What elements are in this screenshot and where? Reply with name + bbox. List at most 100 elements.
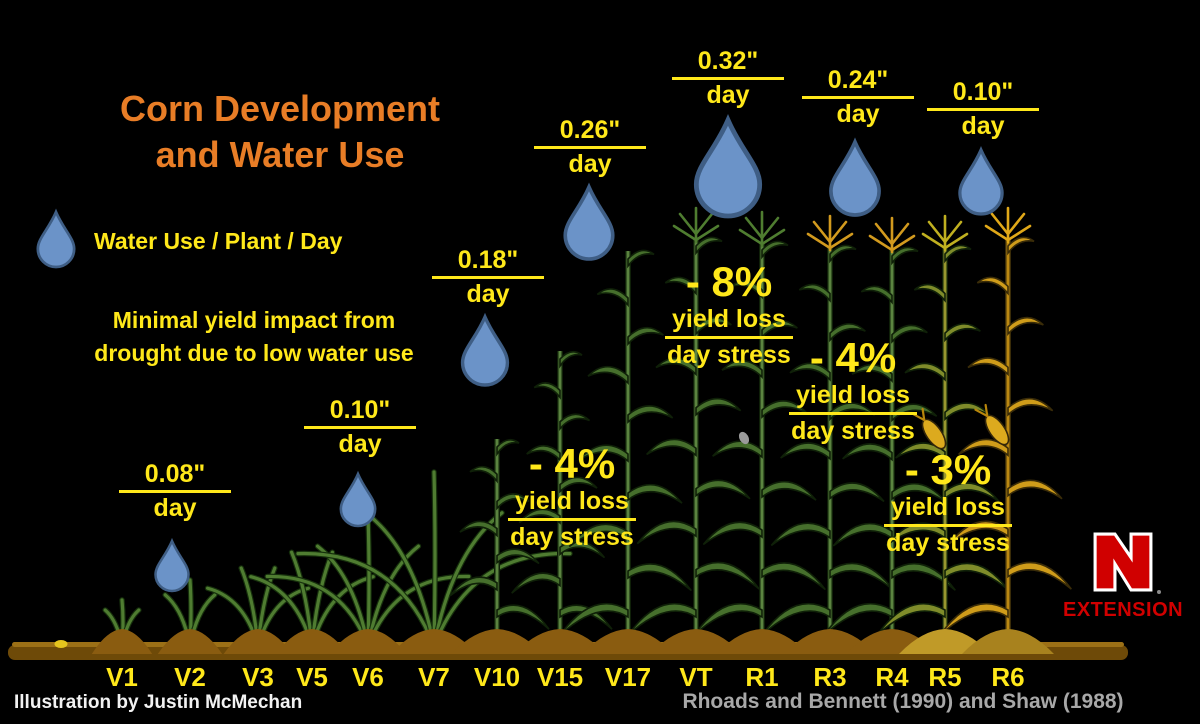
fraction-bar <box>534 146 646 149</box>
stage-label-r4: R4 <box>875 662 909 692</box>
water-rate: 0.26" <box>559 116 621 144</box>
yield-loss-percent: - 3% <box>904 446 992 493</box>
corn-plant <box>876 214 1009 650</box>
stage-label-v6: V6 <box>352 662 384 692</box>
illustration-credit: Illustration by Justin McMechan <box>14 692 303 713</box>
water-use-label-v10: 0.18" day <box>423 245 553 309</box>
water-rate: 0.24" <box>827 66 889 94</box>
nebraska-extension-logo: EXTENSION <box>1063 531 1183 622</box>
water-unit: day <box>836 100 880 128</box>
yield-loss-label-r5: - 3% yield loss day stress <box>863 447 1033 558</box>
water-rate: 0.10" <box>329 396 391 424</box>
registered-mark-dot <box>1157 590 1161 594</box>
corn-plant <box>823 216 956 650</box>
yield-loss-label-r3: - 4% yield loss day stress <box>768 335 938 446</box>
corn-plant <box>295 469 573 649</box>
soil-mound <box>451 629 543 654</box>
fraction-bar <box>432 276 544 279</box>
water-drop-icon <box>958 145 1004 216</box>
stage-label-r6: R6 <box>991 662 1025 692</box>
stage-label-v15: V15 <box>536 662 584 692</box>
soil-mound <box>716 629 808 654</box>
fraction-bar <box>884 524 1012 527</box>
stage-label-v2: V2 <box>174 662 206 692</box>
water-rate: 0.32" <box>697 47 759 75</box>
soil-mound <box>899 629 991 654</box>
water-drop-icon <box>154 537 190 593</box>
yield-loss-denominator: day stress <box>667 341 791 369</box>
silk-speck <box>738 431 750 445</box>
corn-ear <box>911 407 947 450</box>
soil-mound <box>650 629 742 654</box>
yield-loss-numerator: yield loss <box>796 381 910 409</box>
soil-mound <box>514 629 606 654</box>
seed <box>54 640 68 648</box>
note-line-1: Minimal yield impact from <box>112 307 396 333</box>
extension-wordmark: EXTENSION <box>1063 599 1184 621</box>
stage-label-r1: R1 <box>745 662 779 692</box>
water-use-label-v2: 0.08" day <box>110 459 240 523</box>
note-text: Minimal yield impact from drought due to… <box>72 304 436 370</box>
yield-loss-label-v10: - 4% yield loss day stress <box>487 441 657 552</box>
stage-label-v5: V5 <box>296 662 328 692</box>
water-drop-icon <box>693 113 763 219</box>
yield-loss-percent: - 8% <box>685 258 773 305</box>
source-citation: Rhoads and Bennett (1990) and Shaw (1988… <box>682 690 1124 713</box>
yield-loss-denominator: day stress <box>791 417 915 445</box>
soil-mound <box>391 629 477 654</box>
stage-label-vt: VT <box>679 662 713 692</box>
yield-loss-numerator: yield loss <box>891 493 1005 521</box>
stage-label-r5: R5 <box>928 662 962 692</box>
nebraska-n-icon <box>1093 532 1153 592</box>
soil-mound <box>329 629 407 654</box>
yield-loss-numerator: yield loss <box>515 487 629 515</box>
water-use-label-v6: 0.10" day <box>295 395 425 459</box>
water-use-label-v15: 0.26" day <box>525 115 655 179</box>
yield-loss-numerator: yield loss <box>672 305 786 333</box>
corn-ear <box>974 403 1010 446</box>
water-drop-icon <box>563 182 615 261</box>
water-rate: 0.10" <box>952 78 1014 106</box>
water-unit: day <box>466 280 510 308</box>
page-title: Corn Development and Water Use <box>90 86 470 178</box>
stage-label-v10: V10 <box>473 662 521 692</box>
water-unit: day <box>338 430 382 458</box>
fraction-bar <box>789 412 917 415</box>
yield-loss-denominator: day stress <box>886 529 1010 557</box>
water-drop-icon <box>829 137 881 217</box>
stage-label-v7: V7 <box>418 662 450 692</box>
yield-loss-denominator: day stress <box>510 523 634 551</box>
water-use-label-r5: 0.10" day <box>918 77 1048 141</box>
corn-plant <box>449 438 550 650</box>
corn-plant <box>559 249 692 650</box>
water-use-label-r3: 0.24" day <box>793 65 923 129</box>
stage-label-r3: R3 <box>813 662 847 692</box>
corn-plant <box>939 206 1072 650</box>
soil-mound <box>157 629 223 654</box>
fraction-bar <box>304 426 416 429</box>
fraction-bar <box>665 336 793 339</box>
yield-loss-percent: - 4% <box>809 334 897 381</box>
water-use-label-vt: 0.32" day <box>663 46 793 110</box>
water-drop-icon <box>460 312 510 387</box>
legend-label: Water Use / Plant / Day <box>94 228 343 254</box>
fraction-bar <box>927 108 1039 111</box>
soil-mound <box>275 629 349 654</box>
water-unit: day <box>961 112 1005 140</box>
fraction-bar <box>119 490 231 493</box>
water-unit: day <box>153 494 197 522</box>
soil-mound <box>582 629 674 654</box>
yield-loss-percent: - 4% <box>528 440 616 487</box>
stage-label-v17: V17 <box>604 662 652 692</box>
water-unit: day <box>568 150 612 178</box>
corn-plant <box>627 206 760 650</box>
water-rate: 0.18" <box>457 246 519 274</box>
water-drop-icon <box>339 470 377 528</box>
stage-label-v3: V3 <box>242 662 274 692</box>
corn-plant <box>761 214 894 650</box>
title-line-2: and Water Use <box>155 134 405 175</box>
title-line-1: Corn Development <box>119 88 441 129</box>
corn-plant <box>693 210 826 650</box>
